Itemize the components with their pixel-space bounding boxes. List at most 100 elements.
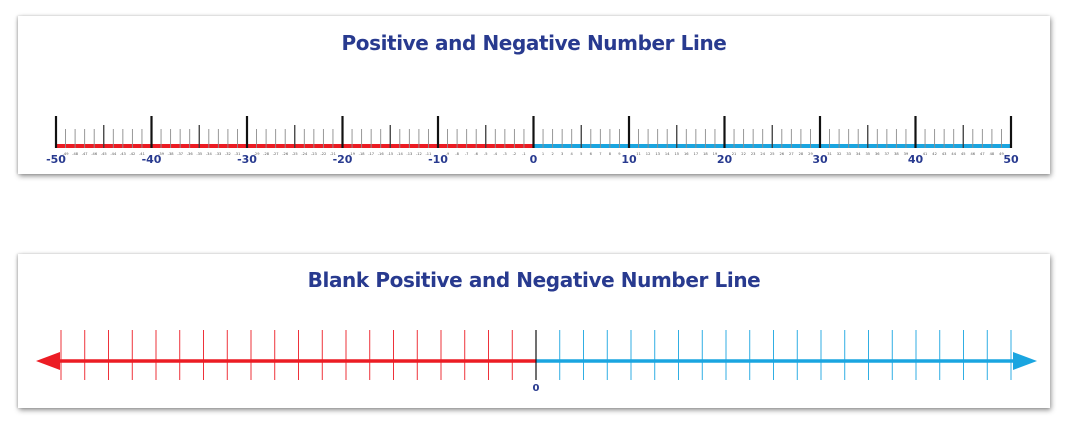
minor-tick-label: 44 [951, 152, 956, 156]
minor-tick-label: 11 [636, 152, 641, 156]
minor-tick-label: 13 [655, 152, 660, 156]
minor-tick-label: -2 [513, 152, 517, 156]
major-tick-label: 50 [1003, 153, 1019, 166]
minor-tick-label: 16 [684, 152, 689, 156]
minor-tick-label: 7 [599, 152, 601, 156]
blank-number-line-card: Blank Positive and Negative Number Line … [18, 254, 1050, 408]
major-tick-label: 30 [812, 153, 828, 166]
labeled-number-line: -50 -40 -30 -20 -10 0 10 20 30 40 50-49 -48 -47 -46 -4… [46, 116, 1019, 166]
minor-tick-label: -31 [235, 152, 241, 156]
minor-tick-label: -36 [187, 152, 194, 156]
minor-tick-label: 1 [542, 152, 544, 156]
major-tick-label: -10 [428, 153, 448, 166]
minor-tick-label: 4 [571, 152, 574, 156]
minor-tick-label: -14 [397, 152, 404, 156]
minor-tick-label: 18 [703, 152, 708, 156]
minor-tick-label: 45 [961, 152, 966, 156]
minor-tick-label: -43 [120, 152, 126, 156]
minor-tick-label: -7 [465, 152, 469, 156]
minor-tick-label: -49 [63, 152, 70, 156]
minor-tick-label: 12 [646, 152, 651, 156]
minor-tick-label: 43 [942, 152, 947, 156]
minor-tick-label: -18 [359, 152, 366, 156]
minor-tick-label: -33 [215, 152, 221, 156]
minor-tick-label: 32 [837, 152, 842, 156]
major-tick-label: 40 [908, 153, 924, 166]
minor-tick-label: -27 [273, 152, 279, 156]
minor-tick-label: -3 [503, 152, 507, 156]
minor-tick-label: -34 [206, 152, 213, 156]
minor-tick-label: 22 [741, 152, 746, 156]
labeled-number-line-title: Positive and Negative Number Line [341, 31, 727, 55]
minor-tick-label: 37 [885, 152, 890, 156]
minor-tick-label: -4 [494, 152, 498, 156]
minor-tick-label: -11 [426, 152, 432, 156]
minor-tick-label: 19 [713, 152, 718, 156]
minor-tick-label: 33 [846, 152, 851, 156]
minor-tick-label: -5 [484, 152, 488, 156]
major-tick-label: -30 [237, 153, 257, 166]
major-tick-label: -40 [142, 153, 162, 166]
major-tick-label: 20 [717, 153, 733, 166]
minor-tick-label: -12 [416, 152, 422, 156]
zero-label: 0 [533, 383, 540, 394]
minor-tick-label: -1 [522, 152, 526, 156]
blank-number-line-title: Blank Positive and Negative Number Line [307, 268, 761, 292]
minor-tick-label: -28 [263, 152, 270, 156]
minor-tick-label: 34 [856, 152, 861, 156]
minor-tick-label: 26 [780, 152, 785, 156]
minor-tick-label: 46 [971, 152, 976, 156]
minor-tick-label: 23 [751, 152, 756, 156]
minor-tick-label: 39 [904, 152, 909, 156]
minor-tick-label: 3 [561, 152, 563, 156]
minor-tick-label: -26 [282, 152, 289, 156]
minor-tick-label: 8 [609, 152, 612, 156]
minor-tick-label: -24 [301, 152, 308, 156]
minor-tick-label: 36 [875, 152, 880, 156]
minor-tick-label: 21 [732, 152, 737, 156]
minor-tick-label: 14 [665, 152, 670, 156]
major-tick-label: 0 [530, 153, 538, 166]
minor-tick-label: 25 [770, 152, 775, 156]
minor-tick-label: -32 [225, 152, 231, 156]
minor-tick-label: -16 [378, 152, 385, 156]
major-tick-label: -20 [333, 153, 353, 166]
labeled-number-line-card: Positive and Negative Number Line -50 -40… [18, 16, 1050, 174]
minor-tick-label: -42 [129, 152, 135, 156]
minor-tick-label: -15 [387, 152, 393, 156]
minor-tick-label: 6 [590, 152, 593, 156]
minor-tick-label: 47 [980, 152, 985, 156]
minor-tick-label: 17 [694, 152, 699, 156]
minor-tick-label: 35 [865, 152, 870, 156]
minor-tick-label: -17 [368, 152, 374, 156]
minor-tick-label: 29 [808, 152, 813, 156]
minor-tick-label: -47 [82, 152, 88, 156]
minor-tick-label: 41 [923, 152, 928, 156]
minor-tick-label: -23 [311, 152, 317, 156]
minor-tick-label: -41 [139, 152, 145, 156]
minor-tick-label: -48 [72, 152, 79, 156]
minor-tick-label: -21 [330, 152, 336, 156]
right-arrow-icon [1013, 352, 1037, 370]
major-tick-label: 10 [621, 153, 637, 166]
minor-tick-label: -6 [474, 152, 478, 156]
minor-tick-label: -29 [254, 152, 261, 156]
minor-tick-label: -19 [349, 152, 356, 156]
minor-tick-label: -39 [158, 152, 165, 156]
minor-tick-label: 9 [618, 152, 621, 156]
minor-tick-label: 48 [990, 152, 995, 156]
minor-tick-label: -9 [446, 152, 450, 156]
minor-tick-label: 28 [799, 152, 804, 156]
minor-tick-label: -35 [196, 152, 202, 156]
minor-tick-label: -44 [110, 152, 117, 156]
minor-tick-label: -46 [91, 152, 98, 156]
minor-tick-label: 49 [999, 152, 1004, 156]
minor-tick-label: -37 [177, 152, 183, 156]
minor-tick-label: -45 [101, 152, 107, 156]
minor-tick-label: 24 [760, 152, 765, 156]
minor-tick-label: 2 [551, 152, 553, 156]
minor-tick-label: -22 [320, 152, 326, 156]
major-tick-label: -50 [46, 153, 66, 166]
minor-tick-label: 42 [932, 152, 937, 156]
minor-tick-label: -8 [455, 152, 459, 156]
